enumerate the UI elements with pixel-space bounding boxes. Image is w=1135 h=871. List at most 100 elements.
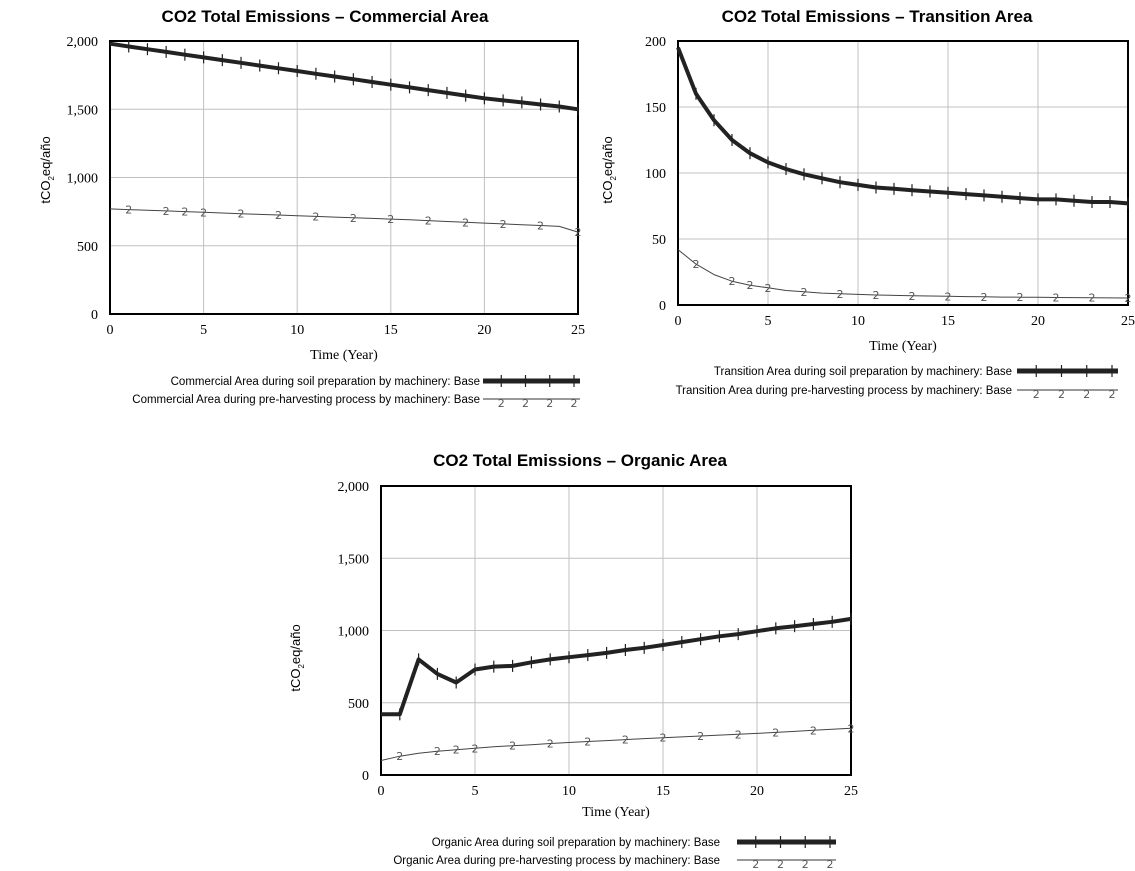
chart-title: CO2 Total Emissions – Transition Area xyxy=(722,7,1033,26)
data-point-marker: 2 xyxy=(1089,292,1096,305)
plot-frame xyxy=(109,40,579,315)
data-point-marker: 2 xyxy=(387,213,394,226)
legend-marker: 2 xyxy=(546,397,553,410)
legend-marker: 2 xyxy=(1058,388,1065,401)
data-point-marker: 2 xyxy=(163,205,170,218)
chart-title: CO2 Total Emissions – Commercial Area xyxy=(162,7,489,26)
x-tick-label: 5 xyxy=(765,314,772,329)
data-point-marker: 2 xyxy=(312,210,319,223)
data-point-marker: 2 xyxy=(735,728,742,741)
data-point-marker: 2 xyxy=(584,735,591,748)
data-point-marker: 2 xyxy=(434,745,441,758)
x-tick-label: 20 xyxy=(1031,314,1045,329)
y-tick-label: 0 xyxy=(91,308,98,323)
x-tick-label: 15 xyxy=(656,784,670,799)
data-point-marker: 2 xyxy=(873,289,880,302)
data-point-marker: 2 xyxy=(981,291,988,304)
y-tick-label: 500 xyxy=(348,697,369,712)
y-tick-label: 2,000 xyxy=(338,480,370,495)
plot-frame xyxy=(677,40,1129,306)
x-tick-label: 0 xyxy=(675,314,682,329)
chart-title: CO2 Total Emissions – Organic Area xyxy=(433,451,727,470)
data-point-marker: 2 xyxy=(537,220,544,233)
x-tick-label: 15 xyxy=(941,314,955,329)
data-point-marker: 2 xyxy=(500,218,507,231)
y-tick-label: 1,500 xyxy=(338,552,370,567)
data-point-marker: 2 xyxy=(181,206,188,219)
plot-frame xyxy=(380,485,852,776)
legend-marker: 2 xyxy=(1033,388,1040,401)
legend-label: Organic Area during pre-harvesting proce… xyxy=(393,855,720,867)
legend-marker: 2 xyxy=(752,858,759,871)
data-point-marker: 2 xyxy=(660,732,667,745)
data-point-marker: 2 xyxy=(693,258,700,271)
x-tick-label: 0 xyxy=(378,784,385,799)
chart-2: CO2 Total Emissions – Organic Area 0 5 10 15… xyxy=(288,451,858,871)
series-line-soil-preparation xyxy=(381,616,852,717)
y-tick-label: 1,500 xyxy=(67,103,99,118)
data-point-marker: 2 xyxy=(453,744,460,757)
x-tick-label: 20 xyxy=(750,784,764,799)
legend-marker: 2 xyxy=(498,397,505,410)
x-tick-label: 10 xyxy=(851,314,865,329)
data-point-marker: 2 xyxy=(396,750,403,763)
data-point-marker: 2 xyxy=(350,212,357,225)
y-axis-label: tCO2eq/año xyxy=(600,136,618,203)
series-line-pre-harvesting xyxy=(380,727,852,761)
legend-marker: 2 xyxy=(802,858,809,871)
data-point-marker: 2 xyxy=(275,209,282,222)
y-tick-label: 150 xyxy=(645,101,666,116)
x-axis-label: Time (Year) xyxy=(582,805,650,820)
x-tick-label: 10 xyxy=(562,784,576,799)
x-tick-label: 25 xyxy=(571,323,585,338)
data-point-marker: 2 xyxy=(472,742,479,755)
legend-label: Commercial Area during soil preparation … xyxy=(171,376,480,388)
data-point-marker: 2 xyxy=(575,226,582,239)
series-line-soil-preparation xyxy=(109,41,579,112)
data-point-marker: 2 xyxy=(909,290,916,303)
data-point-marker: 2 xyxy=(425,215,432,228)
y-tick-label: 100 xyxy=(645,167,666,182)
series-line-pre-harvesting xyxy=(109,208,579,233)
x-tick-label: 10 xyxy=(290,323,304,338)
data-point-marker: 2 xyxy=(801,286,808,299)
chart-1: CO2 Total Emissions – Transition Area 0 5 1… xyxy=(600,7,1135,401)
y-tick-label: 1,000 xyxy=(67,172,99,187)
data-point-marker: 2 xyxy=(837,288,844,301)
data-point-marker: 2 xyxy=(125,204,132,217)
data-point-marker: 2 xyxy=(945,290,952,303)
series-line-soil-preparation xyxy=(676,46,1129,206)
y-tick-label: 200 xyxy=(645,35,666,50)
legend-label: Transition Area during soil preparation … xyxy=(714,366,1012,378)
data-point-marker: 2 xyxy=(810,724,817,737)
data-point-marker: 2 xyxy=(765,282,772,295)
y-tick-label: 1,000 xyxy=(338,625,370,640)
y-axis-label: tCO2eq/año xyxy=(288,624,306,691)
x-axis-label: Time (Year) xyxy=(310,348,378,363)
legend-label: Commercial Area during pre-harvesting pr… xyxy=(132,394,480,406)
x-axis-label: Time (Year) xyxy=(869,339,937,354)
legend-marker: 2 xyxy=(522,397,529,410)
x-tick-label: 25 xyxy=(1121,314,1135,329)
legend-marker: 2 xyxy=(827,858,834,871)
y-tick-label: 0 xyxy=(362,769,369,784)
data-point-marker: 2 xyxy=(462,216,469,229)
x-tick-label: 5 xyxy=(472,784,479,799)
legend-label: Transition Area during pre-harvesting pr… xyxy=(676,385,1012,397)
data-point-marker: 2 xyxy=(729,275,736,288)
legend-marker: 2 xyxy=(1083,388,1090,401)
x-tick-label: 15 xyxy=(384,323,398,338)
legend-marker: 2 xyxy=(777,858,784,871)
legend-marker: 2 xyxy=(571,397,578,410)
x-tick-label: 5 xyxy=(200,323,207,338)
x-tick-label: 20 xyxy=(477,323,491,338)
data-point-marker: 2 xyxy=(697,730,704,743)
data-point-marker: 2 xyxy=(622,734,629,747)
y-tick-label: 2,000 xyxy=(67,35,99,50)
chart-0: CO2 Total Emissions – Commercial Area 0 5 1… xyxy=(38,7,585,410)
series-line-pre-harvesting xyxy=(677,249,1129,299)
legend-marker: 2 xyxy=(1109,388,1116,401)
data-point-marker: 2 xyxy=(848,722,855,735)
data-point-marker: 2 xyxy=(238,208,245,221)
